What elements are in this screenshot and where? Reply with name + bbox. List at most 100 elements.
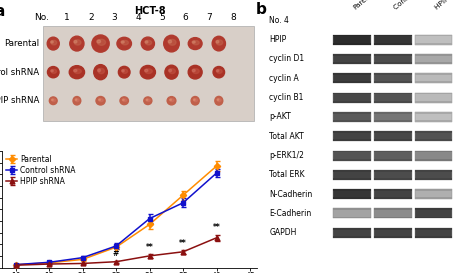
Ellipse shape — [146, 40, 152, 45]
Bar — [415, 228, 452, 230]
Bar — [333, 209, 371, 210]
Bar — [374, 112, 411, 122]
Ellipse shape — [193, 99, 195, 100]
Ellipse shape — [73, 69, 77, 72]
Ellipse shape — [164, 35, 179, 52]
Bar — [333, 112, 371, 114]
Bar — [415, 131, 452, 133]
Text: HPIP: HPIP — [269, 35, 286, 44]
Text: GAPDH: GAPDH — [269, 228, 297, 237]
Ellipse shape — [216, 40, 223, 45]
Ellipse shape — [168, 40, 172, 43]
Text: HPIP shRNA: HPIP shRNA — [0, 96, 39, 105]
Bar — [415, 93, 452, 103]
Bar — [374, 112, 411, 114]
Ellipse shape — [192, 41, 199, 45]
Bar — [415, 54, 452, 56]
Bar — [374, 101, 411, 103]
Text: 5: 5 — [159, 13, 165, 22]
Ellipse shape — [213, 67, 225, 78]
Bar — [415, 150, 452, 161]
Text: **: ** — [179, 239, 187, 248]
Bar — [415, 170, 452, 180]
Text: HCT-8: HCT-8 — [134, 6, 166, 16]
Bar — [415, 120, 452, 122]
Ellipse shape — [52, 99, 55, 102]
Bar — [415, 189, 452, 199]
Bar — [333, 228, 371, 238]
Ellipse shape — [96, 96, 105, 105]
Ellipse shape — [192, 69, 195, 72]
Bar — [415, 112, 452, 114]
Bar — [333, 140, 371, 141]
Bar — [333, 150, 371, 161]
Bar — [333, 120, 371, 122]
Bar — [333, 228, 371, 230]
Text: b: b — [256, 2, 267, 17]
Bar — [333, 170, 371, 180]
Bar — [415, 35, 452, 45]
Ellipse shape — [215, 96, 223, 105]
Ellipse shape — [122, 99, 124, 100]
Ellipse shape — [145, 69, 148, 72]
Ellipse shape — [144, 97, 152, 105]
Bar — [374, 82, 411, 83]
Bar — [374, 150, 411, 161]
Text: Total ERK: Total ERK — [269, 170, 305, 179]
Bar — [333, 197, 371, 199]
Ellipse shape — [47, 37, 59, 50]
Ellipse shape — [188, 38, 202, 49]
Bar — [415, 73, 452, 75]
Ellipse shape — [122, 69, 128, 73]
Ellipse shape — [146, 99, 148, 100]
Bar — [415, 209, 452, 210]
Ellipse shape — [51, 70, 53, 72]
Ellipse shape — [212, 36, 226, 51]
Ellipse shape — [75, 99, 77, 100]
Bar — [333, 43, 371, 45]
Text: Parental: Parental — [4, 39, 39, 48]
Ellipse shape — [141, 37, 155, 50]
Text: Control shRNA: Control shRNA — [393, 0, 437, 11]
Bar — [415, 236, 452, 238]
Bar — [333, 236, 371, 238]
Text: 7: 7 — [206, 13, 212, 22]
Ellipse shape — [140, 66, 155, 79]
Ellipse shape — [169, 39, 176, 45]
Bar — [374, 120, 411, 122]
Ellipse shape — [117, 37, 131, 50]
Text: Parental: Parental — [352, 0, 379, 11]
Text: 2: 2 — [88, 13, 94, 22]
Text: **: ** — [213, 223, 220, 232]
Ellipse shape — [145, 41, 148, 43]
Ellipse shape — [170, 99, 172, 100]
Text: No. 4: No. 4 — [269, 16, 289, 25]
Bar — [333, 150, 371, 152]
Bar — [415, 178, 452, 180]
Ellipse shape — [188, 65, 202, 79]
Bar — [415, 101, 452, 103]
Ellipse shape — [99, 99, 103, 102]
Bar — [415, 131, 452, 141]
Ellipse shape — [73, 97, 81, 105]
Bar — [374, 170, 411, 180]
Ellipse shape — [118, 66, 130, 78]
Bar — [374, 131, 411, 133]
Ellipse shape — [69, 66, 84, 79]
Text: p-AKT: p-AKT — [269, 112, 291, 121]
Bar — [374, 228, 411, 238]
Bar — [415, 217, 452, 218]
Bar — [333, 93, 371, 103]
Ellipse shape — [123, 99, 127, 102]
Bar — [415, 54, 452, 64]
Ellipse shape — [120, 97, 128, 105]
Bar — [333, 35, 371, 36]
Bar — [415, 62, 452, 64]
Ellipse shape — [94, 65, 107, 80]
Ellipse shape — [75, 99, 79, 102]
Text: 8: 8 — [230, 13, 236, 22]
Bar — [333, 170, 371, 172]
Bar — [374, 189, 411, 199]
Bar — [415, 93, 452, 94]
Bar — [333, 73, 371, 75]
